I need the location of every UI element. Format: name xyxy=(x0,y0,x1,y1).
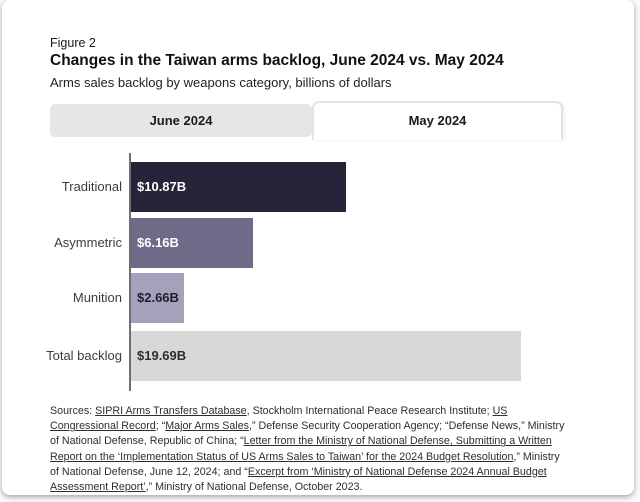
y-axis-line xyxy=(129,153,131,391)
figure-title: Changes in the Taiwan arms backlog, June… xyxy=(50,52,504,69)
bar-value-label: $2.66B xyxy=(137,290,179,305)
figure-subtitle: Arms sales backlog by weapons category, … xyxy=(50,75,392,90)
category-label: Asymmetric xyxy=(54,235,122,250)
source-link[interactable]: Excerpt from ‘Ministry of National Defen… xyxy=(50,465,547,494)
source-text: , Stockholm International Peace Research… xyxy=(246,405,493,417)
source-text: ,” Ministry of National Defense, October… xyxy=(145,481,363,494)
source-text: ,” Ministry of National Defense, June 12… xyxy=(50,450,560,478)
bar-traditional[interactable]: $10.87B xyxy=(131,162,346,212)
source-text: Sources: xyxy=(50,405,96,417)
category-label: Munition xyxy=(72,290,122,305)
source-text: ; “ xyxy=(155,420,166,433)
sources-note: Sources: SIPRI Arms Transfers Database, … xyxy=(50,404,570,495)
bar-asymmetric[interactable]: $6.16B xyxy=(131,218,253,268)
category-label: Traditional xyxy=(61,179,122,194)
chart-row: Total backlog $19.69B xyxy=(40,331,585,381)
bar-munition[interactable]: $2.66B xyxy=(131,273,184,323)
source-link[interactable]: Major Arms Sales xyxy=(165,420,249,433)
source-text: ,” Defense Security Cooperation Agency; … xyxy=(50,420,565,448)
chart-row: Munition $2.66B xyxy=(40,273,585,323)
bar-value-label: $19.69B xyxy=(137,348,187,363)
source-link[interactable]: US Congressional Record xyxy=(50,405,508,433)
bar-value-label: $10.87B xyxy=(137,179,187,194)
bar-value-label: $6.16B xyxy=(137,235,179,250)
source-link[interactable]: Letter from the Ministry of National Def… xyxy=(50,435,552,463)
bar-total-backlog[interactable]: $19.69B xyxy=(131,331,521,381)
category-label: Total backlog xyxy=(46,348,122,363)
tab-may-2024[interactable]: May 2024 xyxy=(312,101,563,140)
figure-card: Figure 2 Changes in the Taiwan arms back… xyxy=(2,0,634,495)
figure-label: Figure 2 xyxy=(50,36,96,50)
period-tabs: June 2024 May 2024 xyxy=(50,100,563,140)
chart-row: Traditional $10.87B xyxy=(40,162,585,212)
chart-row: Asymmetric $6.16B xyxy=(40,218,585,268)
bar-chart: Traditional $10.87B Asymmetric $6.16B Muniti… xyxy=(40,153,585,393)
tab-june-2024[interactable]: June 2024 xyxy=(50,104,312,137)
source-link[interactable]: SIPRI Arms Transfers Database xyxy=(95,405,247,417)
